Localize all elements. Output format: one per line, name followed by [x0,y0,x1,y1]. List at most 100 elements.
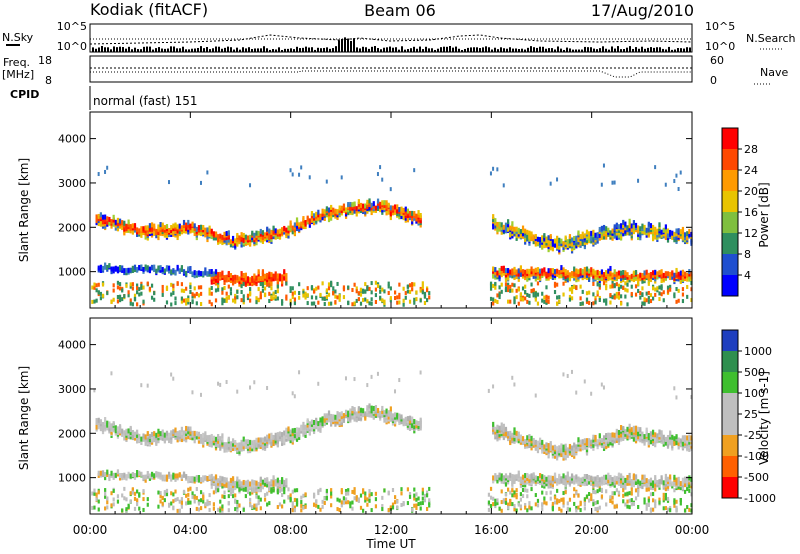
heatmap-cell [347,300,350,305]
heatmap-cell [389,286,392,291]
heatmap-cell [364,491,367,496]
heatmap-cell [133,296,137,301]
heatmap-cell [489,486,493,491]
heatmap-cell [368,403,371,409]
heatmap-cell [679,229,682,235]
heatmap-cell [229,441,233,447]
heatmap-cell [596,269,599,275]
heatmap-cell [394,207,397,213]
heatmap-cell [626,491,629,496]
nsky-bar [368,48,370,52]
heatmap-cell [281,504,284,509]
heatmap-cell [131,223,134,229]
heatmap-cell [494,298,497,303]
heatmap-cell [308,421,311,427]
heatmap-cell [191,494,194,499]
heatmap-cell [187,500,190,505]
heatmap-cell [315,422,318,428]
heatmap-cell [428,295,431,300]
heatmap-cell [110,371,113,376]
heatmap-cell [383,200,386,206]
heatmap-cell [257,437,260,443]
heatmap-cell [592,268,595,274]
heatmap-cell [686,294,689,299]
heatmap-cell [153,264,156,270]
heatmap-cell [278,482,282,488]
heatmap-cell [594,239,597,245]
nsky-bar [149,46,151,52]
heatmap-cell [590,443,593,449]
nsky-bar [677,48,679,52]
heatmap-cell [133,223,137,229]
heatmap-cell [536,239,540,245]
heatmap-cell [660,433,663,439]
heatmap-cell [138,506,141,511]
heatmap-cell [421,491,424,496]
heatmap-cell [404,295,407,300]
heatmap-cell [204,431,207,437]
heatmap-cell [549,443,552,449]
heatmap-cell [620,473,623,479]
heatmap-cell [686,438,689,444]
heatmap-cell [108,216,111,222]
heatmap-cell [153,297,156,302]
nsky-bar [392,47,394,52]
heatmap-cell [291,225,294,231]
heatmap-cell [285,294,288,299]
x-tick-label: 04:00 [173,523,208,537]
heatmap-cell [500,489,503,494]
heatmap-cell [317,285,320,290]
heatmap-cell [530,506,533,511]
heatmap-cell [129,228,132,234]
nsky-bar [356,47,358,52]
heatmap-cell [647,281,650,286]
heatmap-cell [236,289,239,294]
heatmap-cell [325,488,328,493]
heatmap-cell [389,187,392,192]
heatmap-cell [553,281,557,286]
heatmap-cell [524,290,527,295]
heatmap-cell [658,432,661,438]
heatmap-cell [293,508,297,513]
heatmap-cell [251,482,254,488]
heatmap-cell [121,225,124,231]
heatmap-cell [217,381,220,386]
heatmap-cell [163,432,166,438]
heatmap-cell [240,290,243,295]
heatmap-cell [259,506,262,511]
heatmap-cell [125,268,128,274]
heatmap-cell [223,235,226,241]
heatmap-cell [626,274,629,280]
heatmap-cell [594,232,597,238]
heatmap-cell [249,442,252,448]
heatmap-cell [622,219,625,225]
heatmap-cell [664,477,667,483]
heatmap-cell [240,275,243,281]
heatmap-cell [155,268,158,274]
heatmap-cell [660,286,663,291]
heatmap-cell [581,241,584,247]
heatmap-cell [229,477,233,483]
heatmap-cell [624,477,627,483]
heatmap-cell [244,275,247,281]
heatmap-cell [400,503,403,508]
heatmap-cell [507,270,510,276]
heatmap-cell [543,444,546,450]
heatmap-cell [138,436,141,442]
heatmap-cell [381,287,384,292]
heatmap-cell [142,299,145,304]
heatmap-cell [511,438,514,444]
heatmap-cell [421,281,424,286]
heatmap-cell [268,291,271,296]
heatmap-cell [487,500,491,505]
heatmap-cell [413,493,416,498]
heatmap-cell [140,291,143,296]
heatmap-cell [281,492,284,497]
heatmap-cell [534,291,537,296]
heatmap-cell [238,503,241,508]
heatmap-cell [197,477,201,483]
heatmap-cell [573,475,576,481]
heatmap-cell [421,501,424,506]
heatmap-cell [594,300,597,305]
heatmap-cell [656,228,659,234]
